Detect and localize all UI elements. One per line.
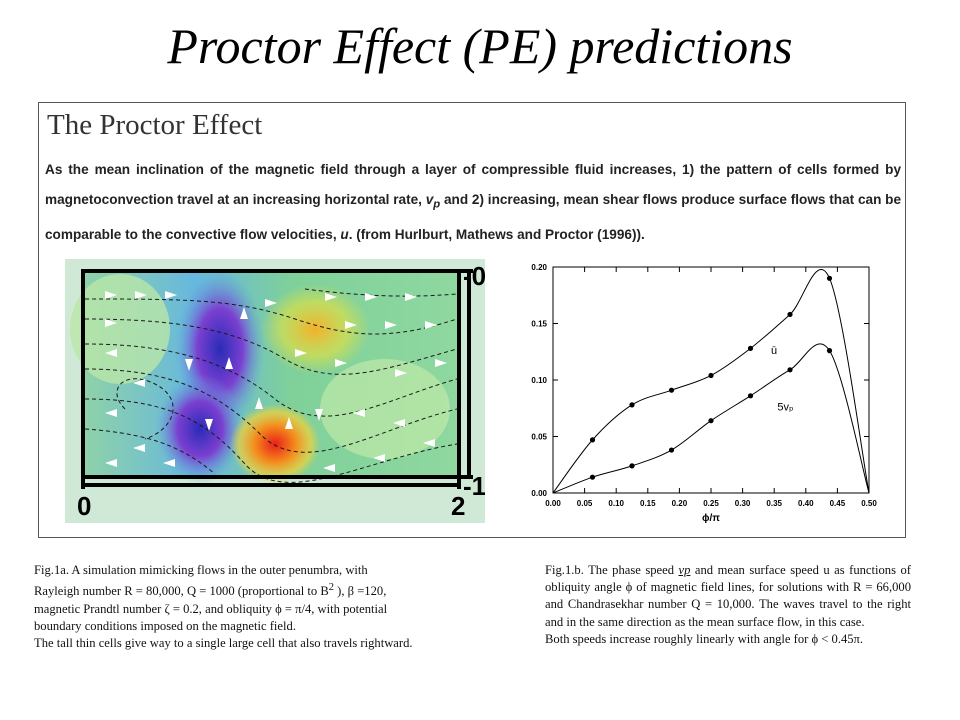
y-tick-label: 0.05 xyxy=(531,433,547,442)
series-2-point xyxy=(629,463,635,469)
vp-subscript: p xyxy=(433,198,441,211)
caption-left: Fig.1a. A simulation mimicking flows in … xyxy=(34,562,524,652)
caption-left-line2-text: Rayleigh number R = 80,000, Q = 1000 (pr… xyxy=(34,584,329,599)
caption-right-a: Fig.1.b. The phase speed xyxy=(545,563,679,577)
series-label-2: 5vₚ xyxy=(777,402,794,414)
x-tick-label: 0.20 xyxy=(672,499,688,508)
caption-right-vp: vp xyxy=(678,563,691,577)
y-tick-label: 0.10 xyxy=(531,376,547,385)
plot-frame xyxy=(552,266,870,494)
series-2-point xyxy=(826,348,833,354)
caption-left-line2: Rayleigh number R = 80,000, Q = 1000 (pr… xyxy=(34,579,524,600)
x-tick-label: 0.00 xyxy=(545,499,561,508)
series-2-point xyxy=(747,393,754,399)
y-tick-label: 0.00 xyxy=(531,489,547,498)
panel-heading: The Proctor Effect xyxy=(47,109,263,141)
series-1-point xyxy=(629,402,635,408)
u-symbol: u xyxy=(340,226,349,242)
series-2-point xyxy=(708,418,714,424)
caption-left-sup: 2 xyxy=(328,582,334,594)
series-1-point xyxy=(747,345,754,351)
caption-left-line2-end: ), β =120, xyxy=(334,584,387,599)
sim-x-tick-left: 0 xyxy=(77,491,91,521)
sim-y-tick-top: -0 xyxy=(463,261,485,291)
x-tick-label: 0.25 xyxy=(703,499,719,508)
sim-x-tick-right: 2 xyxy=(451,491,465,521)
series-2-point xyxy=(589,474,596,480)
x-tick-label: 0.40 xyxy=(798,499,814,508)
speed-chart: 0.00 0.05 0.10 0.15 0.20 0.25 0.30 0.35 0.40 0.45… xyxy=(531,263,877,523)
series-2-point xyxy=(787,367,793,373)
panel-description: As the mean inclination of the magnetic … xyxy=(45,155,901,250)
x-tick-label: 0.30 xyxy=(735,499,751,508)
caption-left-line1: Fig.1a. A simulation mimicking flows in … xyxy=(34,563,368,577)
caption-right-body: Fig.1.b. The phase speed vp and mean sur… xyxy=(545,562,911,631)
x-axis-label: ϕ/π xyxy=(702,513,720,523)
x-tick-label: 0.05 xyxy=(577,499,593,508)
panel-text-b: and 2) increasing, mean shear flows prod… xyxy=(45,192,902,242)
panel-text-a: As the mean inclination of the magnetic … xyxy=(45,162,901,207)
x-tick-label: 0.45 xyxy=(830,499,846,508)
sim-y-tick-bottom: -1 xyxy=(463,471,485,501)
caption-right: Fig.1.b. The phase speed vp and mean sur… xyxy=(545,562,911,648)
series-2-point xyxy=(668,447,675,453)
series-label-1: ū xyxy=(771,345,777,357)
caption-right-b: and mean surface speed u as functions of… xyxy=(545,563,911,629)
vp-symbol: v xyxy=(425,192,434,207)
caption-left-line4: boundary conditions imposed on the magne… xyxy=(34,618,296,633)
caption-left-line5: The tall thin cells give way to a single… xyxy=(34,636,413,650)
caption-right-conclusion: Both speeds increase roughly linearly wi… xyxy=(545,631,864,646)
series-1-point xyxy=(826,275,833,281)
figure-panel: The Proctor Effect As the mean inclinati… xyxy=(38,102,906,538)
simulation-image: 0 2 -0 -1 xyxy=(65,259,485,523)
caption-left-line3: magnetic Prandtl number ζ = 0.2, and obl… xyxy=(34,601,388,616)
y-tick-label: 0.20 xyxy=(531,263,547,272)
series-1-point xyxy=(787,311,793,318)
x-tick-label: 0.15 xyxy=(640,499,656,508)
x-tick-label: 0.10 xyxy=(608,499,624,508)
panel-text-c: . (from Hurlburt, Mathews and Proctor (1… xyxy=(348,226,645,242)
series-1-point xyxy=(668,387,675,393)
slide-title: Proctor Effect (PE) predictions xyxy=(167,18,793,74)
series-1-point xyxy=(589,437,596,443)
x-tick-label: 0.35 xyxy=(766,499,782,508)
x-tick-label: 0.50 xyxy=(861,499,877,508)
y-tick-label: 0.15 xyxy=(531,320,547,329)
series-line-1 xyxy=(552,269,870,494)
series-1-point xyxy=(708,372,714,379)
